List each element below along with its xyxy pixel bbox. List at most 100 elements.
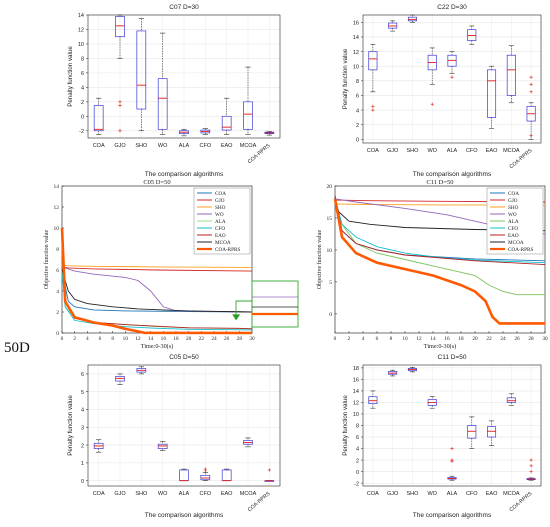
box-gjo (388, 369, 398, 377)
x-tick-label: GJO (387, 491, 399, 497)
series-line-coa-rprs (333, 198, 545, 325)
box-coa (368, 390, 378, 409)
legend-entry: MCOA (215, 240, 231, 246)
legend-entry: GJO (215, 198, 225, 204)
outlier (529, 464, 533, 468)
x-tick-label: ALA (179, 491, 190, 497)
x-tick-label: 22 (486, 336, 492, 342)
y-tick-label: 2 (81, 100, 84, 106)
y-tick-label: 4 (81, 86, 84, 92)
x-tick-label: EAO (221, 143, 233, 149)
box-iqr (506, 54, 516, 96)
x-tick-label: 22 (199, 336, 205, 342)
plot-frame (362, 14, 542, 144)
y-tick-label: 0 (81, 479, 84, 485)
y-tick-label: 12 (54, 205, 60, 211)
outlier (450, 459, 454, 463)
box-iqr (506, 397, 516, 403)
box-coa-rprs (264, 131, 275, 136)
zoom-inset-frame (251, 280, 299, 328)
x-tick-label: 2 (348, 336, 351, 342)
x-tick-label: 30 (249, 336, 255, 342)
x-tick-label: 24 (211, 336, 217, 342)
outlier (529, 134, 533, 138)
box-mcoa (243, 66, 253, 135)
outlier (203, 467, 207, 471)
box-wo (427, 396, 437, 409)
y-tick-label: 0 (356, 470, 359, 476)
x-tick-label: MCOA (240, 143, 257, 149)
y-tick-label: 18 (353, 366, 359, 372)
y-tick-label: 6 (356, 435, 359, 441)
x-tick-label: WO (158, 491, 168, 497)
chart-title: C05 D=50 (143, 179, 170, 186)
x-axis-label: The comparison algorithms (145, 171, 224, 178)
x-tick-label: ALA (447, 491, 458, 497)
y-tick-label: 8 (81, 57, 84, 63)
outlier (529, 469, 533, 474)
x-tick-label: GJO (114, 143, 126, 149)
y-tick-label: 16 (353, 21, 359, 27)
x-tick-label: EAO (486, 148, 498, 154)
legend-entry: SHO (508, 205, 519, 211)
box-eao (221, 468, 232, 482)
x-tick-label: 26 (514, 336, 520, 342)
box-ala (179, 468, 189, 482)
box-mcoa (506, 45, 516, 104)
y-tick-label: 12 (353, 50, 359, 56)
box-gjo (115, 14, 125, 133)
y-tick-label: 10 (54, 226, 60, 232)
y-axis-label: Penalty function value (342, 48, 349, 109)
box-mcoa (506, 393, 516, 406)
x-tick-label: 4 (362, 336, 365, 342)
dimension-side-label: 50D (4, 340, 30, 356)
box-iqr (487, 426, 497, 438)
x-tick-label: 14 (430, 336, 436, 342)
legend-entry: COA-RPRS (215, 247, 240, 253)
x-axis-label: Time:0-30(s) (424, 343, 456, 350)
y-tick-label: 2 (356, 458, 359, 464)
box-coa-rprs (526, 458, 536, 481)
series-line-gjo (61, 266, 253, 272)
x-tick-label: 0 (61, 336, 64, 342)
chart-title: C05 D=50 (169, 354, 199, 361)
x-tick-label: MCOA (503, 148, 520, 154)
x-tick-label: 6 (99, 336, 102, 342)
x-tick-label: 4 (86, 336, 89, 342)
x-tick-label: WO (427, 148, 437, 154)
y-tick-label: 0 (56, 331, 59, 337)
box-iqr (136, 30, 147, 110)
x-tick-label: SHO (135, 491, 148, 497)
box-cfo (467, 25, 477, 45)
x-tick-label: SHO (135, 143, 148, 149)
box-sho (136, 18, 147, 132)
x-tick-label: GJO (387, 148, 399, 154)
y-tick-label: 6 (81, 71, 84, 77)
chart-title: C11 D=50 (426, 179, 453, 186)
box-wo (427, 47, 437, 106)
x-tick-label: 18 (458, 336, 464, 342)
y-tick-label: 2 (81, 443, 84, 449)
y-tick-label: 1 (81, 461, 84, 467)
y-tick-label: 6 (356, 94, 359, 100)
box-coa (93, 97, 104, 135)
x-tick-label: WO (158, 143, 168, 149)
legend-entry: ALA (508, 219, 519, 225)
outlier (371, 108, 375, 112)
x-tick-label: 16 (444, 336, 450, 342)
x-tick-label: 8 (390, 336, 393, 342)
x-tick-label: 6 (376, 336, 379, 342)
x-tick-label: 10 (402, 336, 408, 342)
y-tick-label: -2 (354, 481, 359, 487)
y-tick-label: 14 (353, 35, 359, 41)
box-chart-5: -2 0 2 4 6 8 10 12 14 16 18 COA GJO SHO WO ALA CFO EAO MCO… (342, 354, 542, 519)
box-cfo (467, 416, 477, 449)
legend-entry: CFO (508, 226, 518, 232)
x-tick-label: WO (427, 491, 437, 497)
box-ala (447, 446, 457, 481)
x-tick-label: 14 (148, 336, 154, 342)
y-tick-label: 16 (353, 378, 359, 384)
